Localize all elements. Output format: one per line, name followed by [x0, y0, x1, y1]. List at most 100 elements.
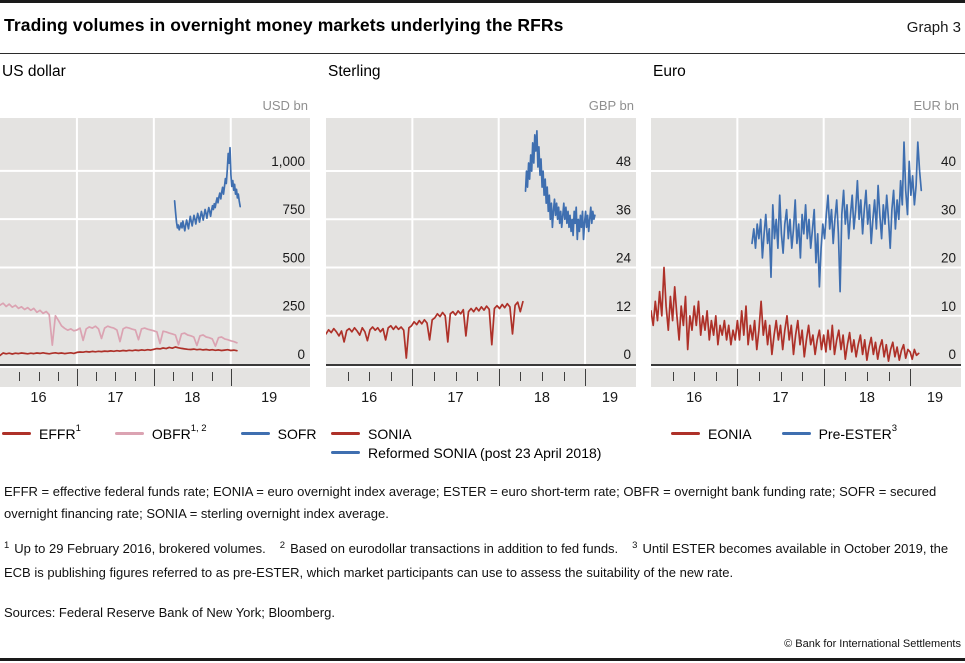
x-axis-ticks-euro: [651, 368, 961, 387]
panel-title-euro: Euro: [653, 63, 686, 80]
quarter-tick: [845, 372, 847, 381]
footnote-text: Until ESTER becomes available in October…: [4, 541, 949, 581]
year-label-16: 16: [361, 390, 378, 406]
footnote-definitions: EFFR = effective federal funds rate; EON…: [4, 484, 937, 522]
year-label-16: 16: [30, 390, 47, 406]
quarter-tick: [758, 372, 760, 381]
line-chart-0: 0 250 500 750 1,000: [0, 118, 310, 364]
bottom-border: [0, 658, 965, 661]
legend-swatch: [331, 451, 360, 454]
year-tick: [230, 369, 232, 386]
year-label-17: 17: [107, 390, 124, 406]
year-tick: [76, 369, 78, 386]
quarter-tick: [134, 372, 136, 381]
series-line-eonia: [651, 266, 920, 362]
legend-swatch: [781, 432, 811, 435]
quarter-tick: [780, 372, 782, 381]
legend-item-effr: EFFR 1: [2, 423, 81, 443]
quarter-tick: [390, 372, 392, 381]
y-tick-label: 20: [941, 251, 956, 266]
y-tick-label: 250: [282, 299, 305, 314]
quarter-tick: [115, 372, 117, 381]
graph-title: Trading volumes in overnight money marke…: [4, 15, 564, 35]
quarter-tick: [57, 372, 59, 381]
legend-item-sofr: SOFR: [240, 424, 317, 443]
legend-item-reformed-sonia-post-23-april-2018-: Reformed SONIA (post 23 April 2018): [331, 443, 641, 462]
plot-area-euro: 0 10 20 30 40: [651, 118, 961, 366]
year-label-18: 18: [858, 390, 875, 406]
footnote-text: Up to 29 February 2016, brokered volumes…: [14, 541, 266, 556]
y-tick-label: 10: [941, 299, 956, 314]
year-tick: [910, 369, 912, 386]
line-chart-2: 0 10 20 30 40: [651, 118, 961, 364]
quarter-tick: [369, 372, 371, 381]
line-chart-1: 0 12 24 36 48: [326, 118, 636, 364]
legend-item-pre-ester: Pre-ESTER 3: [781, 423, 897, 443]
quarter-tick: [866, 372, 868, 381]
x-axis-labels-sterling: 16 17 18 19: [326, 390, 636, 406]
quarter-tick: [192, 372, 194, 381]
quarter-tick: [802, 372, 804, 381]
y-tick-label: 0: [297, 347, 305, 362]
sources-line: Sources: Federal Reserve Bank of New Yor…: [4, 605, 335, 620]
title-divider: [0, 53, 965, 54]
quarter-tick: [888, 372, 890, 381]
legend-item-eonia: EONIA: [671, 424, 752, 443]
top-border: [0, 0, 965, 3]
panel-sterling: Sterling GBP bn 0 12 24 36 48 16 17 18 19 SONIA…: [326, 60, 636, 480]
y-tick-label: 0: [623, 347, 631, 362]
series-line-sofr: [173, 146, 242, 232]
y-tick-label: 30: [941, 202, 956, 217]
quarter-tick: [96, 372, 98, 381]
legend-label: Reformed SONIA (post 23 April 2018): [368, 444, 602, 461]
plot-area-us-dollar: 0 250 500 750 1,000: [0, 118, 310, 366]
legend-swatch: [2, 432, 31, 435]
footnote-marker: 2: [279, 540, 286, 551]
series-line-sonia: [326, 300, 524, 359]
footnote-numbered-notes: 1 Up to 29 February 2016, brokered volume…: [4, 537, 961, 585]
panel-euro: Euro EUR bn 0 10 20 30 40 16 17 18 19 EONIA Pre-…: [651, 60, 961, 480]
quarter-tick: [541, 372, 543, 381]
footnote-marker: 3: [632, 540, 638, 551]
y-tick-label: 1,000: [271, 154, 305, 169]
y-tick-label: 0: [948, 347, 956, 362]
quarter-tick: [19, 372, 21, 381]
year-tick: [737, 369, 739, 386]
year-tick: [412, 369, 414, 386]
y-tick-label: 500: [282, 250, 305, 265]
legend-label: SOFR: [277, 425, 317, 442]
legend-swatch: [331, 432, 360, 435]
unit-label-eur: EUR bn: [913, 98, 959, 113]
x-axis-labels-us-dollar: 16 17 18 19: [0, 390, 310, 406]
year-label-19: 19: [261, 390, 278, 406]
y-tick-label: 24: [616, 251, 632, 266]
panel-title-us-dollar: US dollar: [2, 63, 66, 80]
quarter-tick: [173, 372, 175, 381]
legend-euro: EONIA Pre-ESTER 3: [651, 423, 965, 443]
y-tick-label: 36: [616, 202, 631, 217]
y-tick-label: 750: [282, 202, 305, 217]
quarter-tick: [347, 372, 349, 381]
legend-swatch: [240, 432, 270, 435]
series-line-obfr: [0, 302, 238, 348]
graph-number-label: Graph 3: [906, 19, 961, 36]
year-label-17: 17: [772, 390, 789, 406]
footnote-marker: 1: [4, 540, 10, 551]
quarter-tick: [455, 372, 457, 381]
quarter-tick: [211, 372, 213, 381]
year-label-17: 17: [447, 390, 464, 406]
year-tick: [498, 369, 500, 386]
legend-sterling: SONIA Reformed SONIA (post 23 April 2018): [326, 424, 641, 462]
y-tick-label: 40: [941, 154, 956, 169]
unit-label-gbp: GBP bn: [588, 98, 634, 113]
series-line-reformed-sonia-post-23-april-2018-: [524, 130, 596, 241]
x-axis-labels-euro: 16 17 18 19: [651, 390, 961, 406]
year-label-19: 19: [601, 390, 619, 406]
quarter-tick: [38, 372, 40, 381]
panel-us-dollar: US dollar USD bn 0 250 500 750 1,000 16 17 18 1…: [0, 60, 317, 480]
legend-item-obfr: OBFR 1, 2: [114, 423, 207, 443]
year-tick: [153, 369, 155, 386]
year-label-19: 19: [926, 390, 944, 406]
series-line-effr: [0, 346, 238, 357]
year-tick: [823, 369, 825, 386]
